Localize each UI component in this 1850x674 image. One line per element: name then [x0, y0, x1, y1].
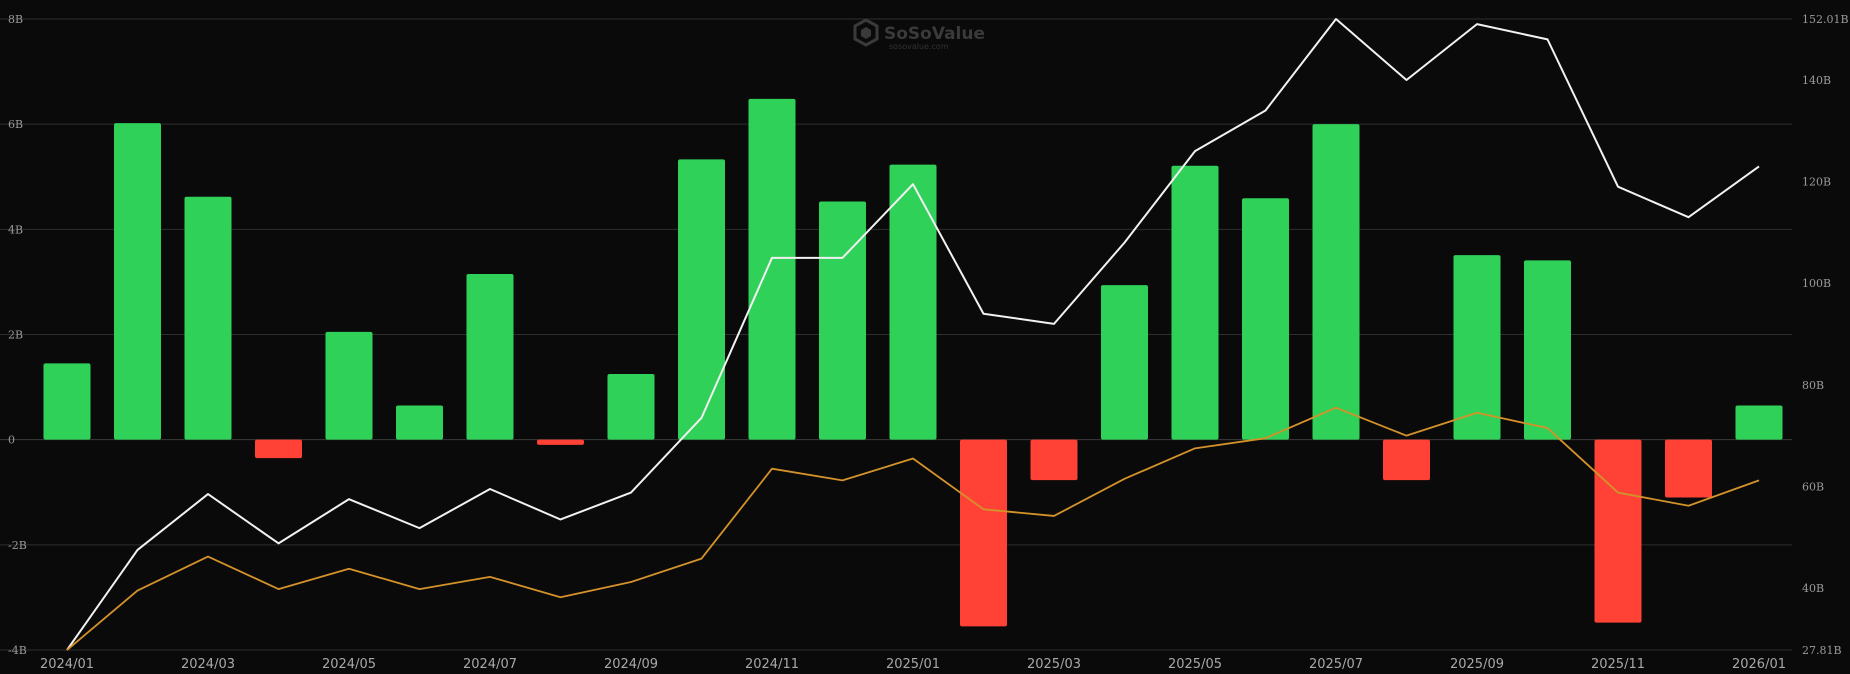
x-tick-label: 2025/09	[1450, 657, 1504, 672]
bar-2025-07[interactable]	[1312, 124, 1360, 440]
x-tick-label: 2025/05	[1168, 657, 1222, 672]
bar-2025-09[interactable]	[1453, 255, 1501, 440]
bar-2024-01[interactable]	[43, 363, 91, 440]
bar-2024-06[interactable]	[396, 405, 443, 440]
left-tick-label: 2B	[8, 329, 23, 342]
sosovalue-logo-icon	[853, 18, 879, 47]
left-tick-label: -2B	[8, 539, 27, 552]
bar-2024-07[interactable]	[466, 274, 514, 440]
left-axis: 8B 6B 4B 2B 0 -2B -4B	[8, 13, 27, 657]
right-tick-label: 140B	[1802, 74, 1831, 87]
sosovalue-watermark: SoSoValue sosovalue.com	[853, 18, 985, 51]
bar-2024-08[interactable]	[537, 439, 584, 445]
x-tick-label: 2025/01	[886, 657, 940, 672]
bar-2025-05[interactable]	[1171, 165, 1219, 440]
bar-2026-01[interactable]	[1735, 405, 1783, 440]
bar-2025-02[interactable]	[960, 439, 1007, 627]
orange-line-series[interactable]	[66, 406, 1760, 651]
x-tick-label: 2025/07	[1309, 657, 1363, 672]
bar-2024-04[interactable]	[255, 439, 302, 459]
right-tick-label: 120B	[1802, 176, 1831, 189]
bar-2025-12[interactable]	[1665, 439, 1712, 498]
bar-2024-10[interactable]	[678, 159, 725, 440]
left-tick-label: -4B	[8, 644, 27, 657]
bar-2025-11[interactable]	[1594, 439, 1642, 623]
watermark-brand: SoSoValue	[884, 24, 985, 44]
right-tick-label: 100B	[1802, 277, 1831, 290]
bar-2025-06[interactable]	[1242, 198, 1289, 440]
bar-2025-03[interactable]	[1030, 439, 1078, 481]
left-tick-label: 0	[8, 434, 15, 447]
x-tick-label: 2024/01	[40, 657, 94, 672]
bar-series	[43, 98, 1783, 627]
x-tick-label: 2024/07	[463, 657, 517, 672]
right-tick-label: 40B	[1802, 582, 1824, 595]
bar-2024-03[interactable]	[184, 196, 232, 440]
bar-2025-10[interactable]	[1524, 260, 1571, 440]
right-tick-label: 27.81B	[1802, 644, 1842, 657]
line-series	[66, 18, 1760, 651]
bar-2025-01[interactable]	[889, 164, 937, 440]
right-axis: 152.01B 140B 120B 100B 80B 60B 40B 27.81B	[1802, 13, 1849, 657]
left-tick-label: 4B	[8, 223, 23, 236]
watermark-url: sosovalue.com	[889, 42, 949, 51]
x-tick-label: 2024/05	[322, 657, 376, 672]
bar-2024-11[interactable]	[748, 98, 796, 440]
x-tick-label: 2024/11	[745, 657, 799, 672]
right-tick-label: 152.01B	[1802, 13, 1849, 26]
bar-2024-02[interactable]	[114, 123, 161, 440]
bar-2025-08[interactable]	[1383, 439, 1430, 481]
right-tick-label: 80B	[1802, 379, 1824, 392]
bar-2024-12[interactable]	[819, 201, 866, 440]
x-tick-label: 2025/03	[1027, 657, 1081, 672]
right-tick-label: 60B	[1802, 480, 1824, 493]
bar-2024-09[interactable]	[607, 373, 655, 440]
left-tick-label: 6B	[8, 118, 23, 131]
white-line-series[interactable]	[66, 18, 1760, 651]
x-tick-label: 2024/09	[604, 657, 658, 672]
x-tick-label: 2025/11	[1591, 657, 1645, 672]
left-tick-label: 8B	[8, 13, 23, 26]
bar-2024-05[interactable]	[325, 331, 373, 440]
bar-2025-04[interactable]	[1101, 285, 1148, 440]
x-tick-label: 2024/03	[181, 657, 235, 672]
x-tick-label: 2026/01	[1732, 657, 1786, 672]
x-axis: 2024/01 2024/03 2024/05 2024/07 2024/09 2024/…	[40, 657, 1786, 672]
